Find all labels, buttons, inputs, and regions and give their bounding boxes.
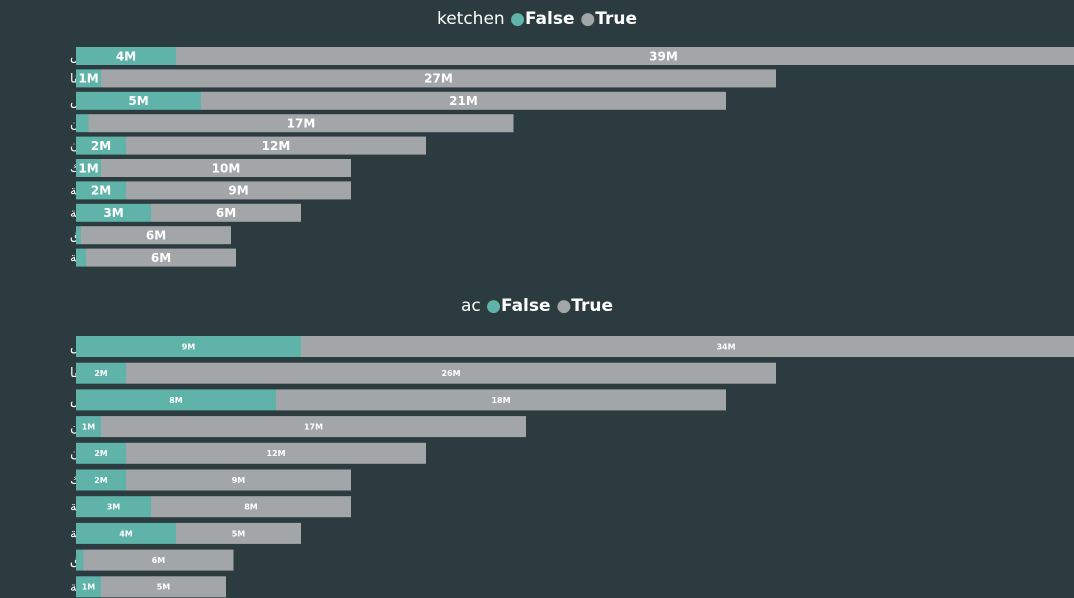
chart1-bar-true — [201, 91, 726, 110]
chart1-bar-true — [126, 136, 426, 155]
chart1-bar-false — [76, 248, 86, 267]
chart2-bar-true — [126, 442, 426, 464]
chart2-data-label: 18M — [491, 396, 510, 405]
chart1-data-label: 27M — [424, 72, 453, 86]
chart1-legend-label-false: False — [525, 9, 580, 29]
chart2-data-label: 5M — [157, 583, 171, 592]
chart2-bar-true — [176, 522, 301, 544]
chart1-bar-true — [126, 181, 351, 200]
chart1-bar-true — [101, 159, 351, 177]
chart2-bar-false — [76, 362, 126, 384]
chart2-data-label: 2M — [94, 369, 108, 378]
chart2-bar-false — [76, 549, 84, 571]
chart1-data-label: 1M — [78, 72, 98, 86]
chart2-bar-true — [276, 389, 726, 411]
chart2-bar-false — [76, 416, 101, 438]
chart1-legend-label-true: True — [595, 9, 637, 29]
chart1-data-label: 6M — [216, 206, 236, 220]
chart1-data-label: 5M — [128, 94, 148, 108]
chart2-data-label: 1M — [82, 583, 96, 592]
chart2-data-label: 17M — [304, 422, 323, 431]
chart2-legend-label-true: True — [571, 296, 613, 316]
chart1-legend-marker-false: ● — [510, 9, 525, 29]
chart2-legend-title: ac — [461, 296, 486, 316]
chart1-legend-title: ketchen — [437, 9, 510, 29]
chart1-data-label: 21M — [449, 94, 478, 108]
chart2-bar-false — [76, 522, 176, 544]
chart2-bar-true — [126, 469, 351, 491]
chart2-data-label: 2M — [94, 449, 108, 458]
chart1-bar-false — [76, 181, 126, 200]
chart1-data-label: 9M — [228, 184, 248, 198]
chart1-data-label: 2M — [91, 139, 111, 153]
chart1-bar-false — [76, 69, 101, 88]
chart2-legend-label-false: False — [501, 296, 556, 316]
chart1-bar-true — [101, 69, 776, 88]
chart2-bar-true — [126, 362, 776, 384]
chart2-data-label: 8M — [169, 396, 183, 405]
chart2-data-label: 5M — [232, 529, 246, 538]
chart2-data-label: 3M — [107, 503, 121, 512]
chart1-data-label: 3M — [103, 206, 123, 220]
chart1-bar-true — [176, 47, 1074, 65]
chart2-data-label: 9M — [182, 342, 196, 351]
chart1-data-label: 17M — [287, 117, 316, 131]
chart2-data-label: 34M — [716, 342, 735, 351]
chart2-bar-false — [76, 496, 151, 518]
chart1-bar-true — [88, 114, 514, 133]
chart2-bar-true — [101, 576, 226, 598]
chart1-data-label: 1M — [78, 161, 98, 175]
chart1-bar-false — [76, 203, 151, 222]
chart2-data-label: 8M — [244, 503, 258, 512]
chart2-data-label: 1M — [82, 422, 96, 431]
chart2-data-label: 4M — [119, 529, 133, 538]
chart2-bar-true — [301, 336, 1074, 357]
chart2-data-label: 9M — [232, 476, 246, 485]
chart1-bar-true — [81, 226, 231, 245]
chart2-data-label: 2M — [94, 476, 108, 485]
chart2-bar-false — [76, 469, 126, 491]
chart1-data-label: 2M — [91, 184, 111, 198]
chart1-data-label: 6M — [151, 251, 171, 265]
chart2-legend-marker-true: ● — [556, 296, 571, 316]
chart1-bar-false — [76, 114, 89, 133]
chart2-bar-false — [76, 442, 126, 464]
chart2-bar-true — [83, 549, 234, 571]
chart1-data-label: 39M — [649, 49, 678, 63]
chart1-data-label: 12M — [262, 139, 291, 153]
chart1-bar-false — [76, 226, 81, 245]
chart2-legend-marker-false: ● — [486, 296, 501, 316]
chart2-data-label: 6M — [152, 556, 166, 565]
chart1-data-label: 4M — [116, 49, 136, 63]
chart1-legend: ketchen ●False ●True — [437, 9, 637, 29]
chart2-bar-false — [76, 336, 301, 357]
chart2-data-label: 26M — [441, 369, 460, 378]
chart1-bar-true — [86, 248, 236, 267]
chart2-bar-true — [151, 496, 351, 518]
chart2-legend: ac ●False ●True — [461, 296, 613, 316]
chart2-bar-true — [101, 416, 526, 438]
chart1-data-label: 6M — [146, 229, 166, 243]
chart2-bar-false — [76, 576, 101, 598]
chart1-legend-marker-true: ● — [580, 9, 595, 29]
chart2-data-label: 12M — [266, 449, 285, 458]
chart1-data-label: 10M — [212, 161, 241, 175]
chart1-bar-false — [76, 91, 201, 110]
chart1-bar-false — [76, 159, 101, 177]
chart1-bar-false — [76, 47, 176, 65]
chart1-bar-false — [76, 136, 126, 155]
chart1-bar-true — [151, 203, 301, 222]
chart2-bar-false — [76, 389, 276, 411]
